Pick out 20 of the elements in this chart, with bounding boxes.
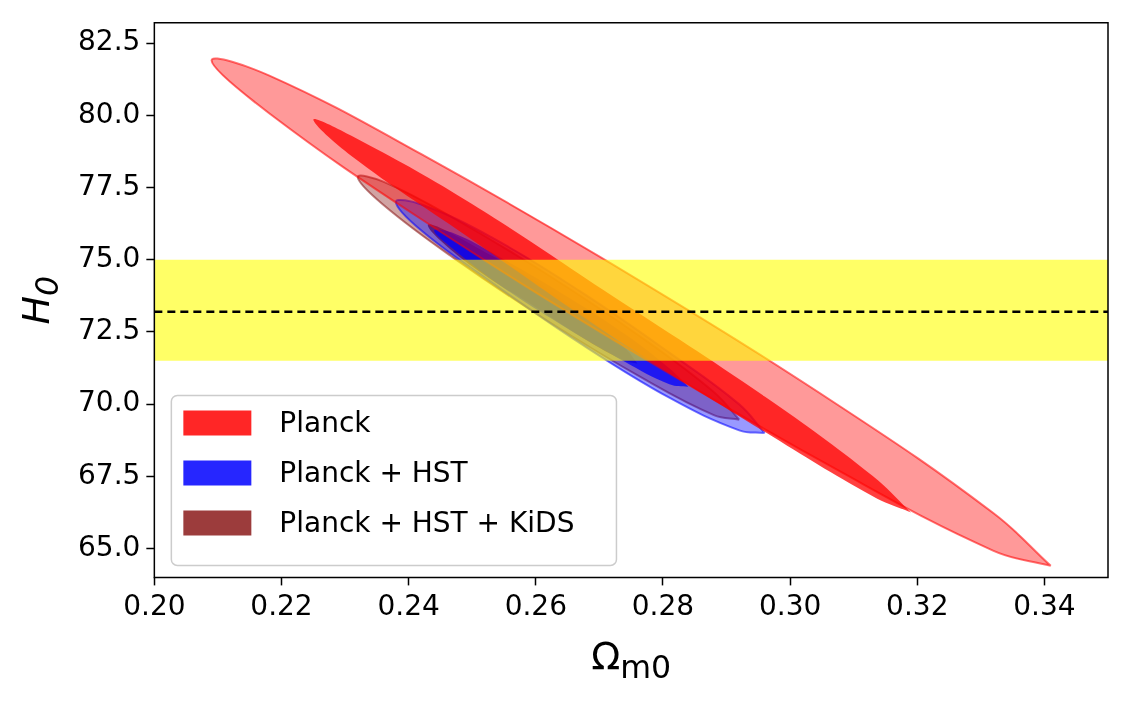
legend-label: Planck: [279, 405, 372, 439]
legend-label: Planck + HST + KiDS: [279, 505, 575, 539]
x-tick-label: 0.32: [886, 589, 949, 623]
y-tick-label: 70.0: [78, 385, 141, 419]
x-tick-label: 0.34: [1013, 589, 1076, 623]
x-tick-label: 0.30: [758, 589, 822, 623]
y-tick-label: 82.5: [78, 24, 141, 58]
y-tick-label: 67.5: [78, 457, 141, 491]
y-tick-label: 65.0: [78, 529, 141, 563]
x-tick-label: 0.28: [631, 589, 695, 623]
x-tick-label: 0.24: [377, 589, 440, 623]
y-tick-label: 72.5: [78, 313, 141, 347]
x-axis-title: Ω$_{m0}$: [591, 634, 672, 685]
legend-label: Planck + HST: [279, 455, 469, 489]
y-tick-label: 75.0: [78, 240, 141, 274]
x-tick-label: 0.20: [123, 589, 186, 623]
x-tick-label: 0.22: [250, 589, 313, 623]
y-tick-label: 80.0: [78, 96, 141, 130]
y-tick-label: 77.5: [78, 168, 141, 202]
x-tick-label: 0.26: [504, 589, 567, 623]
